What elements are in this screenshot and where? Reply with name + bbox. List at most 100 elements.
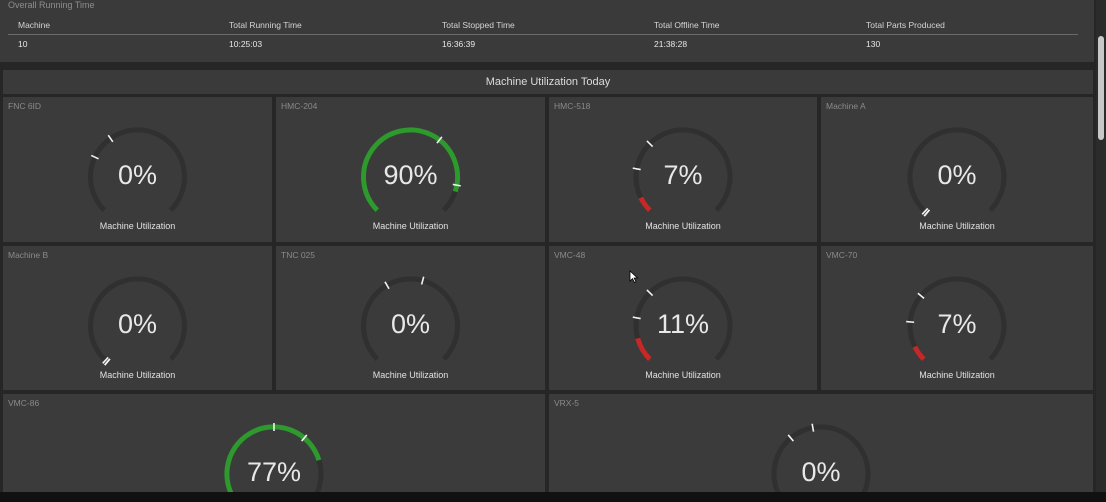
utilization-value: 11% [656, 309, 710, 339]
gauge-panel[interactable]: VRX-5 0% [549, 394, 1093, 494]
gauge-label: Machine Utilization [99, 370, 176, 380]
threshold-tick [632, 167, 641, 171]
gauge-panel[interactable]: Machine B 0% Machine Utilization [3, 246, 272, 390]
machine-name: HMC-204 [281, 101, 318, 111]
gauge-track [633, 276, 733, 361]
machine-name: FNC 6ID [8, 101, 42, 111]
summary-data-row: 10 10:25:03 16:36:39 21:38:28 130 [8, 35, 1078, 53]
gauge-label: Machine Utilization [372, 370, 449, 380]
machine-name: VMC-48 [554, 250, 586, 260]
gauge-panel[interactable]: HMC-204 90% Machine Utilization [276, 97, 545, 242]
gauge-label: Machine Utilization [99, 221, 176, 231]
header-machine: Machine [18, 20, 51, 30]
utilization-gauge [224, 423, 324, 494]
value-offline-time: 21:38:28 [654, 39, 688, 49]
gauge-track [907, 127, 1007, 212]
header-stopped-time: Total Stopped Time [442, 20, 515, 30]
gauge-label: Machine Utilization [919, 221, 995, 231]
threshold-tick [436, 136, 443, 144]
threshold-tick [104, 358, 111, 366]
utilization-value: 77% [246, 457, 302, 487]
value-parts-produced: 130 [866, 39, 881, 49]
utilization-value: 0% [937, 160, 977, 190]
gauge-panel[interactable]: VMC-70 7% Machine Utilization [821, 246, 1093, 390]
gauge-label: Machine Utilization [372, 221, 449, 231]
machine-name: HMC-518 [554, 101, 591, 111]
gauge-track [907, 276, 1007, 361]
section-title: Machine Utilization Today [3, 70, 1093, 94]
summary-header-row: Machine Total Running Time Total Stopped… [8, 16, 1078, 35]
threshold-tick [917, 292, 925, 299]
utilization-value: 0% [801, 457, 841, 487]
gauge-panel[interactable]: TNC 025 0% Machine Utilization [276, 246, 545, 390]
utilization-value: 7% [663, 160, 703, 190]
gauge-panel[interactable]: FNC 6ID 0% Machine Utilization [3, 97, 272, 242]
summary-table: Machine Total Running Time Total Stopped… [8, 16, 1078, 53]
machine-name: VMC-86 [8, 398, 40, 408]
gauge-fill [224, 424, 322, 494]
threshold-tick [107, 134, 114, 143]
utilization-value: 90% [383, 160, 438, 190]
utilization-value: 0% [117, 160, 158, 190]
utilization-value: 0% [390, 309, 431, 339]
threshold-tick [906, 320, 915, 324]
machine-name: Machine A [826, 101, 866, 111]
gauge-panel[interactable]: Machine A 0% Machine Utilization [821, 97, 1093, 242]
header-offline-time: Total Offline Time [654, 20, 720, 30]
threshold-tick [787, 434, 794, 442]
gauge-fill [361, 127, 460, 212]
threshold-tick [384, 281, 390, 290]
utilization-gauge [907, 127, 1007, 217]
gauge-label: Machine Utilization [645, 370, 721, 380]
threshold-tick [420, 276, 425, 285]
utilization-gauge [632, 127, 733, 212]
threshold-tick [102, 356, 109, 364]
threshold-tick [452, 183, 461, 187]
gauge-track [361, 276, 460, 361]
gauge-panel[interactable]: VMC-86 77% [3, 394, 545, 494]
utilization-gauge [88, 127, 187, 212]
gauge-label: Machine Utilization [645, 221, 721, 231]
utilization-value: 0% [117, 309, 158, 339]
machine-name: VMC-70 [826, 250, 858, 260]
bottom-bar [0, 492, 1106, 502]
threshold-tick [646, 289, 654, 297]
gauge-track [771, 424, 871, 494]
utilization-gauge [361, 127, 461, 212]
gauge-track [633, 127, 733, 212]
header-running-time: Total Running Time [229, 20, 302, 30]
header-parts-produced: Total Parts Produced [866, 20, 945, 30]
machine-name: VRX-5 [554, 398, 580, 408]
threshold-tick [923, 209, 930, 217]
mouse-cursor-icon [629, 270, 639, 284]
utilization-gauge [361, 276, 460, 361]
threshold-tick [90, 154, 99, 160]
threshold-tick [632, 316, 641, 320]
threshold-tick [811, 423, 815, 432]
threshold-tick [301, 434, 308, 442]
utilization-value: 7% [937, 309, 977, 339]
utilization-gauge [88, 276, 187, 366]
value-running-time: 10:25:03 [229, 39, 263, 49]
gauge-track [88, 276, 187, 361]
machine-name: TNC 025 [281, 250, 316, 260]
utilization-gauge [906, 276, 1007, 361]
machine-name: Machine B [8, 250, 49, 260]
gauge-fill [635, 337, 652, 361]
value-stopped-time: 16:36:39 [442, 39, 476, 49]
gauge-panel[interactable]: HMC-518 7% Machine Utilization [549, 97, 817, 242]
gauge-fill [912, 345, 926, 361]
value-machine-count: 10 [18, 39, 28, 49]
overall-running-time-panel: Overall Running Time Machine Total Runni… [0, 0, 1094, 62]
gauge-fill [638, 196, 652, 212]
utilization-gauge [771, 423, 871, 494]
scrollbar-track[interactable] [1096, 0, 1106, 502]
summary-title: Overall Running Time [8, 0, 95, 10]
threshold-tick [921, 207, 929, 215]
utilization-gauge [632, 276, 733, 361]
gauge-label: Machine Utilization [919, 370, 995, 380]
scrollbar-thumb[interactable] [1098, 36, 1104, 140]
gauge-track [88, 127, 187, 212]
gauge-panel[interactable]: VMC-48 11% Machine Utilization [549, 246, 817, 390]
threshold-tick [646, 140, 654, 148]
